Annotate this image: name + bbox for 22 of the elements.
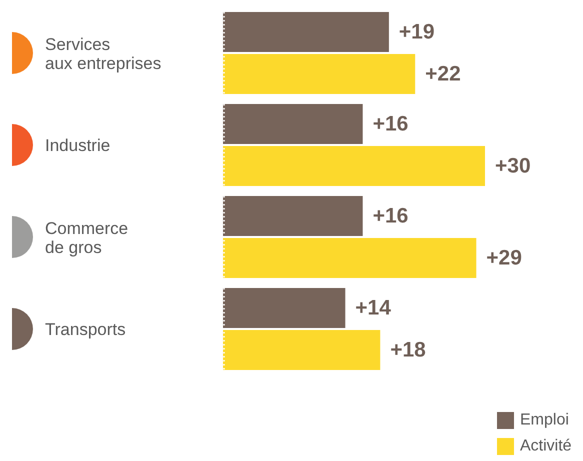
y-tick-label: Transports — [45, 320, 126, 338]
bar — [223, 196, 363, 236]
bar — [223, 238, 476, 278]
bar — [223, 104, 363, 144]
data-label: +16 — [372, 204, 408, 228]
bar — [223, 330, 380, 370]
data-label: +29 — [486, 246, 522, 270]
y-tick-label: Services aux entreprises — [45, 34, 162, 72]
data-label: +22 — [425, 62, 461, 86]
bar — [223, 288, 346, 328]
data-label: +14 — [355, 296, 392, 320]
bar — [223, 12, 389, 52]
y-tick-label: Industrie — [45, 136, 110, 154]
data-label: +19 — [398, 20, 435, 44]
bar — [223, 146, 485, 186]
data-label: +18 — [390, 338, 426, 362]
data-label: +30 — [495, 154, 531, 178]
y-tick-label: Commerce de gros — [45, 218, 128, 256]
legend-label: Activité — [520, 438, 572, 454]
data-label: +16 — [372, 112, 408, 136]
legend-label: Emploi — [520, 412, 569, 428]
bar — [223, 54, 416, 94]
